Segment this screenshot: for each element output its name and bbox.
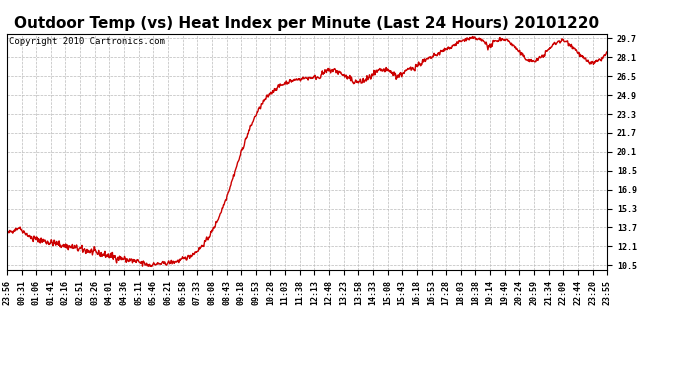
Title: Outdoor Temp (vs) Heat Index per Minute (Last 24 Hours) 20101220: Outdoor Temp (vs) Heat Index per Minute … bbox=[14, 16, 600, 31]
Text: Copyright 2010 Cartronics.com: Copyright 2010 Cartronics.com bbox=[9, 37, 165, 46]
